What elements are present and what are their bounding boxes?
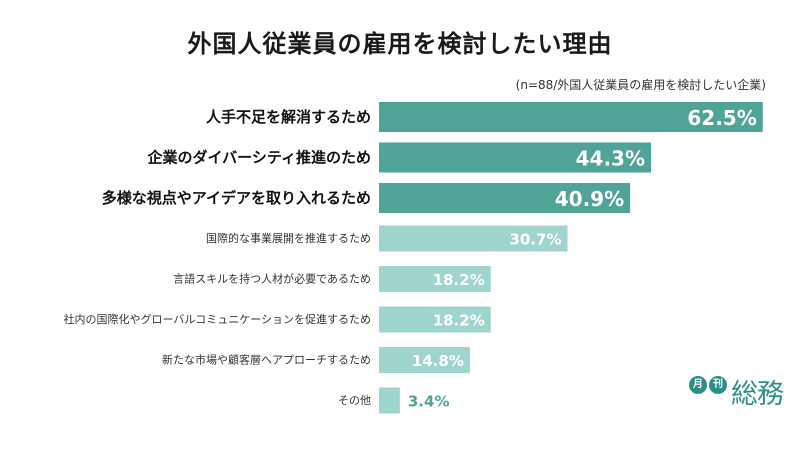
bar-5 bbox=[379, 306, 491, 333]
chart-subtitle: (n=88/外国人従業員の雇用を検討したい企業) bbox=[515, 78, 766, 92]
chart-title: 外国人従業員の雇用を検討したい理由 bbox=[187, 30, 613, 58]
bar-3 bbox=[379, 225, 568, 252]
category-label-6: 新たな市場や顧客層へアプローチするため bbox=[162, 353, 371, 367]
category-label-4: 言語スキルを持つ人材が必要であるため bbox=[173, 272, 371, 286]
logo-wordmark: 総務 bbox=[731, 379, 784, 410]
logo-badge-month: 月 bbox=[689, 376, 707, 394]
bar-6 bbox=[379, 347, 470, 373]
bar-2 bbox=[379, 183, 631, 213]
category-label-3: 国際的な事業展開を推進するため bbox=[206, 231, 371, 245]
logo-badge-issue: 刊 bbox=[709, 376, 727, 394]
value-label-7: 3.4% bbox=[408, 393, 450, 411]
value-label-1: 44.3% bbox=[576, 147, 645, 171]
value-label-6: 14.8% bbox=[412, 352, 464, 370]
value-label-0: 62.5% bbox=[687, 106, 756, 130]
value-label-3: 30.7% bbox=[509, 231, 561, 249]
category-label-7: その他 bbox=[338, 394, 371, 407]
bar-0 bbox=[379, 102, 763, 132]
bar-4 bbox=[379, 266, 491, 292]
bar-1 bbox=[379, 142, 652, 173]
category-label-0: 人手不足を解消するため bbox=[206, 108, 371, 126]
category-label-5: 社内の国際化やグローバルコミュニケーションを促進するため bbox=[64, 312, 371, 326]
category-label-2: 多様な視点やアイデアを取り入れるため bbox=[102, 189, 371, 207]
bar-7 bbox=[379, 387, 400, 414]
category-label-1: 企業のダイバーシティ推進のため bbox=[146, 149, 371, 167]
value-label-5: 18.2% bbox=[433, 312, 485, 330]
value-label-4: 18.2% bbox=[433, 271, 485, 289]
publisher-logo: 月 刊 総務 bbox=[689, 372, 799, 412]
value-label-2: 40.9% bbox=[555, 187, 624, 211]
